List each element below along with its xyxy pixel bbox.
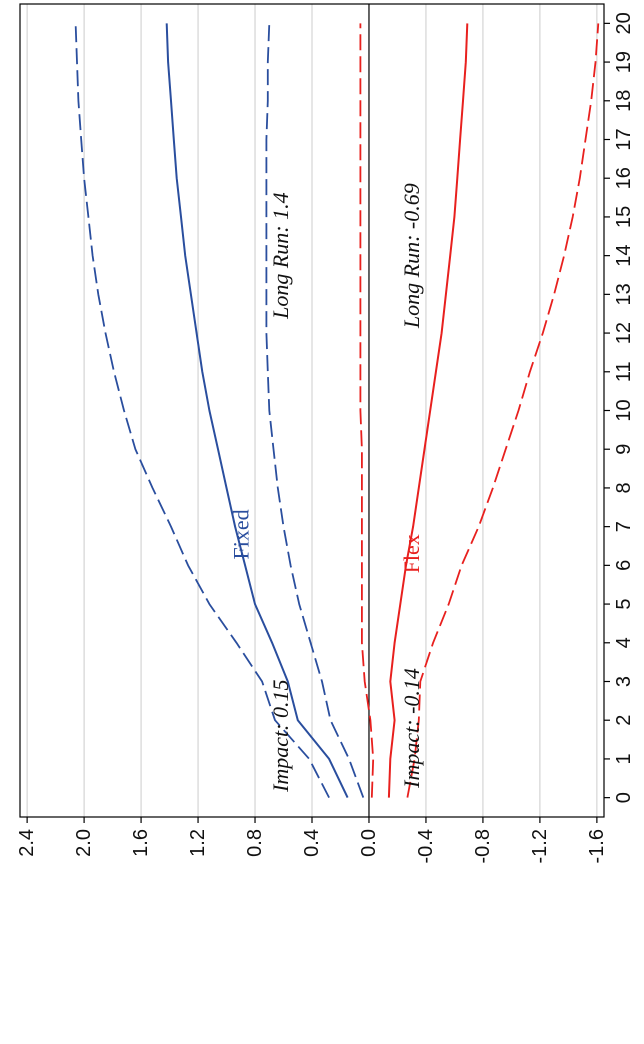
series-fixed-upper [74, 23, 330, 799]
series-flex-lower [406, 23, 600, 798]
series-flex-median [387, 23, 469, 798]
annotation-longrun-flex: Long Run: -0.69 [399, 183, 424, 329]
annotation-flex-label: Flex [399, 534, 424, 573]
x-tick-label: 19 [613, 51, 635, 73]
x-tick-label: 6 [613, 560, 635, 571]
x-tick-label: 20 [613, 12, 635, 34]
annotation-impact-flex: Impact: -0.14 [399, 668, 424, 789]
y-tick-label: 0.4 [301, 829, 323, 857]
x-tick-label: 13 [613, 283, 635, 305]
x-tick-label: 15 [613, 206, 635, 228]
x-tick-label: 10 [613, 399, 635, 421]
grid-lines [26, 4, 598, 817]
series-fixed-lower [265, 23, 365, 798]
x-tick-label: 11 [613, 361, 635, 382]
y-tick-label: -1.6 [586, 829, 608, 863]
y-tick-label: 2.4 [16, 829, 38, 857]
x-tick-label: 17 [613, 128, 635, 150]
y-tick-label: -1.2 [529, 829, 551, 863]
y-axis-ticks: -1.6 -1.2 -0.8 -0.4 0.0 0.4 0.8 1.2 1.6 2.0 2.4 [16, 817, 608, 863]
x-tick-label: 5 [613, 599, 635, 610]
x-tick-label: 18 [613, 90, 635, 112]
y-tick-label: -0.8 [472, 829, 494, 863]
series-lines [74, 23, 600, 799]
x-tick-label: 0 [613, 792, 635, 803]
annotation-longrun-fixed: Long Run: 1.4 [268, 192, 293, 320]
x-tick-label: 14 [613, 245, 635, 267]
annotation-fixed-label: Fixed [228, 509, 253, 559]
x-tick-label: 8 [613, 482, 635, 493]
x-tick-label: 12 [613, 322, 635, 344]
x-tick-label: 9 [613, 444, 635, 455]
annotations: Impact: 0.15 Long Run: 1.4 Fixed Impact: -0… [228, 183, 424, 793]
y-tick-label: 0.8 [244, 829, 266, 857]
y-tick-label: 2.0 [73, 829, 95, 857]
x-tick-label: 1 [613, 753, 635, 764]
annotation-impact-fixed: Impact: 0.15 [268, 679, 293, 792]
x-tick-label: 7 [613, 521, 635, 532]
x-tick-label: 2 [613, 715, 635, 726]
series-flex-upper [359, 23, 375, 798]
y-tick-label: -0.4 [415, 829, 437, 863]
x-tick-label: 3 [613, 676, 635, 687]
y-tick-label: 1.2 [187, 829, 209, 857]
x-tick-label: 4 [613, 637, 635, 648]
y-tick-label: 1.6 [130, 829, 152, 857]
series-fixed-median [165, 23, 349, 799]
y-tick-label: 0.0 [358, 829, 380, 857]
x-tick-label: 16 [613, 167, 635, 189]
